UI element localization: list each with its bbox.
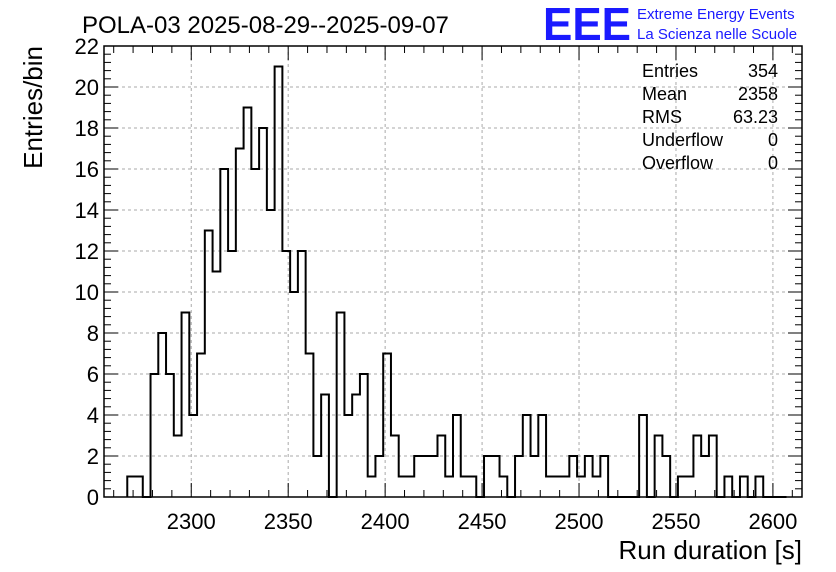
histogram-bin <box>484 456 492 497</box>
y-tick-labels: 0 2 4 6 8 10 12 14 16 18 20 22 <box>75 34 99 510</box>
histogram-bin <box>740 477 748 498</box>
x-tick-label: 2600 <box>748 509 797 534</box>
y-axis-label: Entries/bin <box>18 46 48 169</box>
y-tick-label: 12 <box>75 239 99 264</box>
histogram-bin <box>174 436 182 498</box>
histogram-bin <box>368 477 376 498</box>
histogram-bin <box>360 374 368 497</box>
stats-box: Entries 354 Mean 2358 RMS 63.23 Underflow 0 Over… <box>642 61 778 173</box>
histogram-bin <box>515 456 523 497</box>
y-tick-label: 14 <box>75 198 99 223</box>
histogram-bin <box>267 210 275 497</box>
y-tick-label: 0 <box>87 485 99 510</box>
histogram-bin <box>562 477 570 498</box>
histogram-bin <box>600 456 608 497</box>
histogram-bin <box>755 477 763 498</box>
x-tick-label: 2550 <box>651 509 700 534</box>
histogram-bin <box>724 477 732 498</box>
histogram-bin <box>197 354 205 498</box>
histogram-bin <box>290 292 298 497</box>
histogram-bin <box>213 272 221 498</box>
histogram-bin <box>352 395 360 498</box>
stats-label: Entries <box>642 61 698 81</box>
histogram-bin <box>244 108 252 498</box>
histogram-bin <box>686 477 694 498</box>
stats-label: Overflow <box>642 153 714 173</box>
x-tick-label: 2400 <box>361 509 410 534</box>
histogram-bin <box>306 354 314 498</box>
histogram-bin <box>430 456 438 497</box>
histogram-bin <box>406 477 414 498</box>
stats-value: 63.23 <box>733 107 778 127</box>
histogram-bin <box>437 436 445 498</box>
histogram-bin <box>383 354 391 498</box>
histogram-bin <box>569 456 577 497</box>
y-tick-label: 4 <box>87 403 99 428</box>
x-tick-label: 2300 <box>167 509 216 534</box>
histogram-bin <box>135 477 143 498</box>
histogram-bin <box>151 374 159 497</box>
histogram-bin <box>546 477 554 498</box>
y-tick-label: 20 <box>75 75 99 100</box>
x-axis-label: Run duration [s] <box>618 535 802 565</box>
logo-line-2: La Scienza nelle Scuole <box>637 26 797 43</box>
histogram-bin <box>678 477 686 498</box>
histogram-bin <box>205 231 213 498</box>
y-tick-label: 18 <box>75 116 99 141</box>
histogram-bin <box>236 149 244 498</box>
histogram-bin <box>492 456 500 497</box>
x-tick-label: 2350 <box>264 509 313 534</box>
histogram-bin <box>655 436 663 498</box>
stats-value: 0 <box>768 153 778 173</box>
histogram-bin <box>259 128 267 497</box>
histogram-bin <box>461 477 469 498</box>
stats-label: RMS <box>642 107 682 127</box>
chart-title: POLA-03 2025-08-29--2025-09-07 <box>82 12 449 39</box>
plot-frame <box>103 45 803 498</box>
histogram-bin <box>577 477 585 498</box>
histogram-bin <box>275 67 283 498</box>
y-tick-label: 8 <box>87 321 99 346</box>
histogram-bin <box>313 456 321 497</box>
stats-label: Mean <box>642 84 687 104</box>
histogram-bin <box>422 456 430 497</box>
y-tick-label: 22 <box>75 34 99 59</box>
y-tick-label: 6 <box>87 362 99 387</box>
histogram-bin <box>375 456 383 497</box>
stats-value: 354 <box>748 61 778 81</box>
histogram-bin <box>166 374 174 497</box>
histogram-bin <box>709 436 717 498</box>
x-tick-label: 2450 <box>458 509 507 534</box>
histogram-bin <box>500 477 508 498</box>
histogram-bin <box>399 477 407 498</box>
eee-logo: EEE Extreme Energy Events La Scienza nel… <box>543 0 797 50</box>
histogram-bin <box>321 395 329 498</box>
histogram-bin <box>693 436 701 498</box>
histogram-bin <box>585 456 593 497</box>
stats-label: Underflow <box>642 130 724 150</box>
histogram-bin <box>182 313 190 498</box>
histogram-bin <box>337 313 345 498</box>
x-tick-label: 2500 <box>555 509 604 534</box>
histogram-bin <box>662 456 670 497</box>
histogram-bin <box>414 456 422 497</box>
x-tick-labels: 2300 2350 2400 2450 2500 2550 2600 <box>167 509 798 534</box>
axes <box>103 45 803 498</box>
histogram-bin <box>701 456 709 497</box>
histogram-bin <box>593 477 601 498</box>
stats-value: 0 <box>768 130 778 150</box>
stats-value: 2358 <box>738 84 778 104</box>
histogram-bin <box>554 477 562 498</box>
histogram-bin <box>127 477 135 498</box>
y-tick-label: 2 <box>87 444 99 469</box>
histogram-bin <box>391 436 399 498</box>
histogram-bin <box>531 456 539 497</box>
histogram-bin <box>445 477 453 498</box>
logo-mark: EEE <box>543 0 631 50</box>
logo-line-1: Extreme Energy Events <box>637 6 795 23</box>
y-tick-label: 10 <box>75 280 99 305</box>
histogram-bin <box>469 477 477 498</box>
y-tick-label: 16 <box>75 157 99 182</box>
